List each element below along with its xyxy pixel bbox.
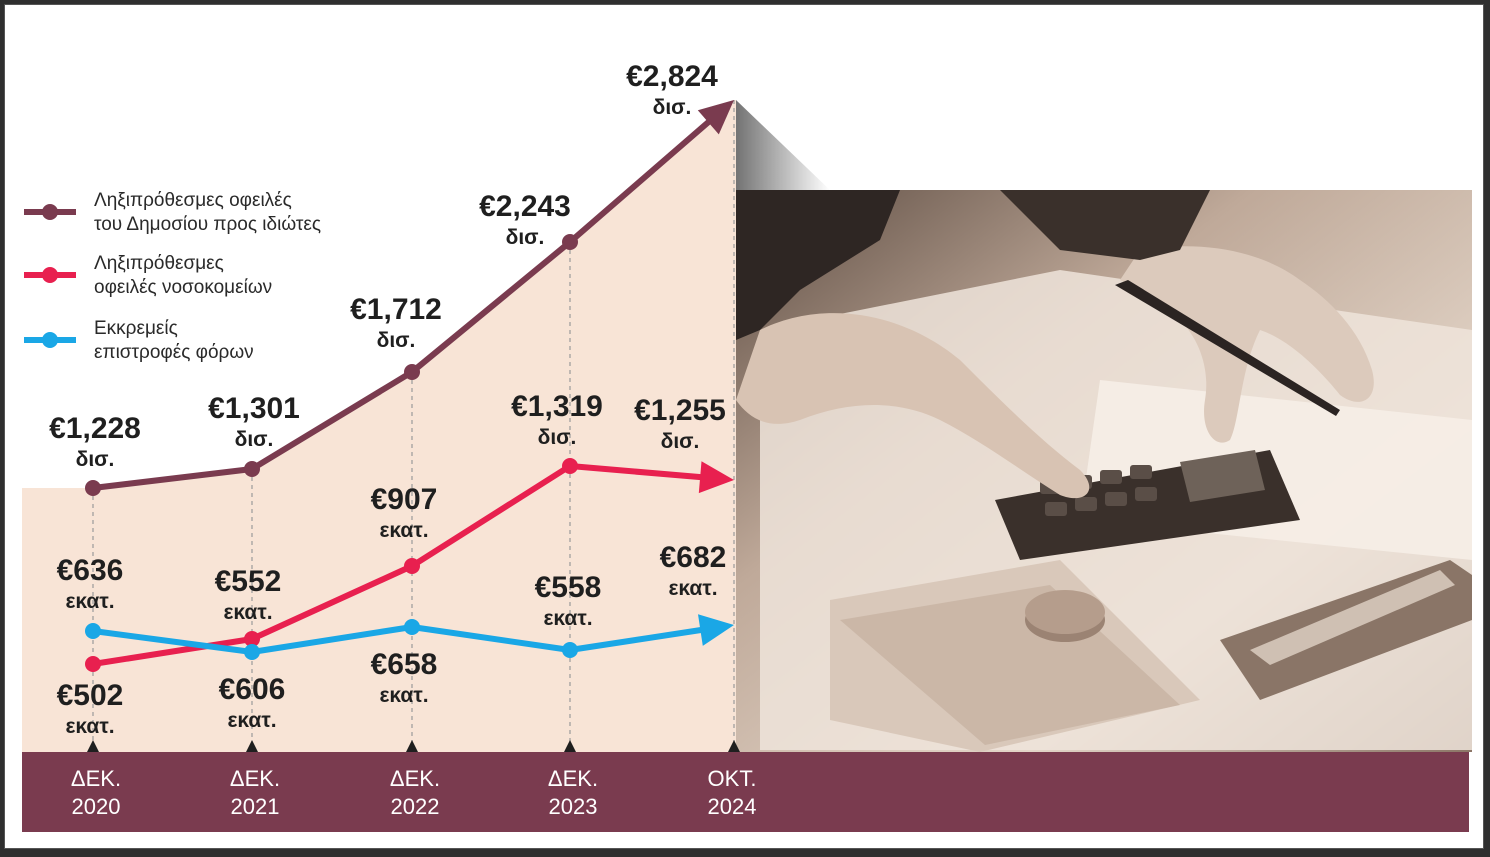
data-label-unit: εκατ. — [227, 709, 276, 732]
data-label: €1,301 δισ. — [208, 392, 300, 451]
data-label-unit: εκατ. — [223, 601, 272, 624]
plot-area: €1,228 δισ. €1,301 δισ. €1,712 δισ. €2,243 δισ.… — [22, 60, 736, 752]
series-0 — [85, 100, 734, 496]
data-label: €558 εκατ. — [535, 571, 602, 630]
legend-item: Ληξιπρόθεσμες οφειλές του Δημοσίου προς ι… — [24, 190, 321, 235]
data-point — [244, 644, 260, 660]
legend-swatch-dot — [42, 267, 58, 283]
data-label-unit: δισ. — [538, 426, 577, 449]
data-label-unit: εκατ. — [379, 519, 428, 542]
data-point — [244, 631, 260, 647]
area-fill — [22, 100, 736, 752]
data-label: €1,319 δισ. — [511, 390, 603, 449]
data-point — [244, 461, 260, 477]
data-label-value: €1,301 — [208, 392, 300, 425]
data-label-value: €552 — [215, 565, 282, 598]
data-point — [404, 619, 420, 635]
data-label-value: €636 — [57, 554, 124, 587]
data-label-value: €2,243 — [479, 190, 571, 223]
data-label-unit: δισ. — [76, 448, 115, 471]
data-label-value: €682 — [660, 541, 727, 574]
arrowhead — [698, 614, 734, 646]
data-label-value: €1,319 — [511, 390, 603, 423]
tick-marker — [406, 740, 418, 752]
data-label-value: €1,255 — [634, 394, 726, 427]
data-label: €636 εκατ. — [57, 554, 124, 613]
tick-label-line2: 2020 — [72, 794, 121, 819]
legend-label-line1: Ληξιπρόθεσμες — [94, 253, 224, 274]
series-2 — [85, 614, 734, 660]
legend-item: Εκκρεμείς επιστροφές φόρων — [24, 318, 254, 363]
data-label-unit: δισ. — [377, 329, 416, 352]
tick-marker — [728, 740, 740, 752]
x-axis-band: ΔΕΚ. 2020 ΔΕΚ. 2021 ΔΕΚ. 2022 ΔΕΚ. 2023 ΟΚΤ. 2024 — [22, 740, 1469, 832]
data-label-value: €658 — [371, 648, 438, 681]
data-label: €1,255 δισ. — [634, 394, 726, 453]
data-point — [404, 364, 420, 380]
tick-label-line1: ΔΕΚ. — [230, 766, 280, 791]
data-label: €2,243 δισ. — [479, 190, 571, 249]
data-label-unit: δισ. — [235, 428, 274, 451]
tick-label-line1: ΔΕΚ. — [390, 766, 440, 791]
tick-label-line1: ΔΕΚ. — [71, 766, 121, 791]
data-label: €1,228 δισ. — [49, 412, 141, 471]
tick-label-line2: 2022 — [391, 794, 440, 819]
data-point — [85, 656, 101, 672]
data-label-value: €606 — [219, 673, 286, 706]
arrowhead — [698, 461, 734, 494]
tick-label-line2: 2023 — [549, 794, 598, 819]
data-point — [562, 642, 578, 658]
data-point — [85, 480, 101, 496]
legend: Ληξιπρόθεσμες οφειλές του Δημοσίου προς ι… — [24, 190, 321, 363]
calculator-euro-photo-icon — [736, 100, 1472, 752]
data-label-unit: δισ. — [653, 96, 692, 119]
data-label: €1,712 δισ. — [350, 293, 442, 352]
data-label: €606 εκατ. — [219, 673, 286, 732]
tick-marker — [564, 740, 576, 752]
arrowhead — [697, 100, 734, 135]
legend-label-line1: Ληξιπρόθεσμες οφειλές — [94, 190, 292, 211]
data-label-value: €1,228 — [49, 412, 141, 445]
legend-label-line1: Εκκρεμείς — [94, 318, 178, 339]
data-point — [404, 558, 420, 574]
tick-marker — [87, 740, 99, 752]
data-label-unit: δισ. — [661, 430, 700, 453]
data-label: €658 εκατ. — [371, 648, 438, 707]
legend-swatch-dot — [42, 204, 58, 220]
data-label-value: €558 — [535, 571, 602, 604]
data-label-value: €1,712 — [350, 293, 442, 326]
data-label-value: €502 — [57, 679, 124, 712]
data-label-unit: εκατ. — [65, 715, 114, 738]
legend-label-line2: οφειλές νοσοκομείων — [94, 277, 272, 298]
legend-item: Ληξιπρόθεσμες οφειλές νοσοκομείων — [24, 253, 272, 298]
data-point — [562, 458, 578, 474]
legend-swatch-dot — [42, 332, 58, 348]
tick-label-line2: 2024 — [708, 794, 757, 819]
data-label-value: €907 — [371, 483, 438, 516]
legend-label-line2: του Δημοσίου προς ιδιώτες — [94, 214, 321, 235]
data-label-value: €2,824 — [626, 60, 718, 93]
data-label-unit: εκατ. — [65, 590, 114, 613]
data-label: €682 εκατ. — [660, 541, 727, 600]
data-label-unit: εκατ. — [543, 607, 592, 630]
axis-band-rect — [22, 752, 1469, 832]
tick-marker — [246, 740, 258, 752]
tick-label-line1: ΟΚΤ. — [708, 766, 757, 791]
data-label: €502 εκατ. — [57, 679, 124, 738]
data-label-unit: εκατ. — [668, 577, 717, 600]
tick-label-line2: 2021 — [231, 794, 280, 819]
data-point — [85, 623, 101, 639]
data-label-unit: δισ. — [506, 226, 545, 249]
tick-label-line1: ΔΕΚ. — [548, 766, 598, 791]
data-label-unit: εκατ. — [379, 684, 428, 707]
data-label: €907 εκατ. — [371, 483, 438, 542]
data-point — [562, 234, 578, 250]
data-label: €552 εκατ. — [215, 565, 282, 624]
legend-label-line2: επιστροφές φόρων — [94, 342, 254, 363]
data-label: €2,824 δισ. — [626, 60, 718, 119]
